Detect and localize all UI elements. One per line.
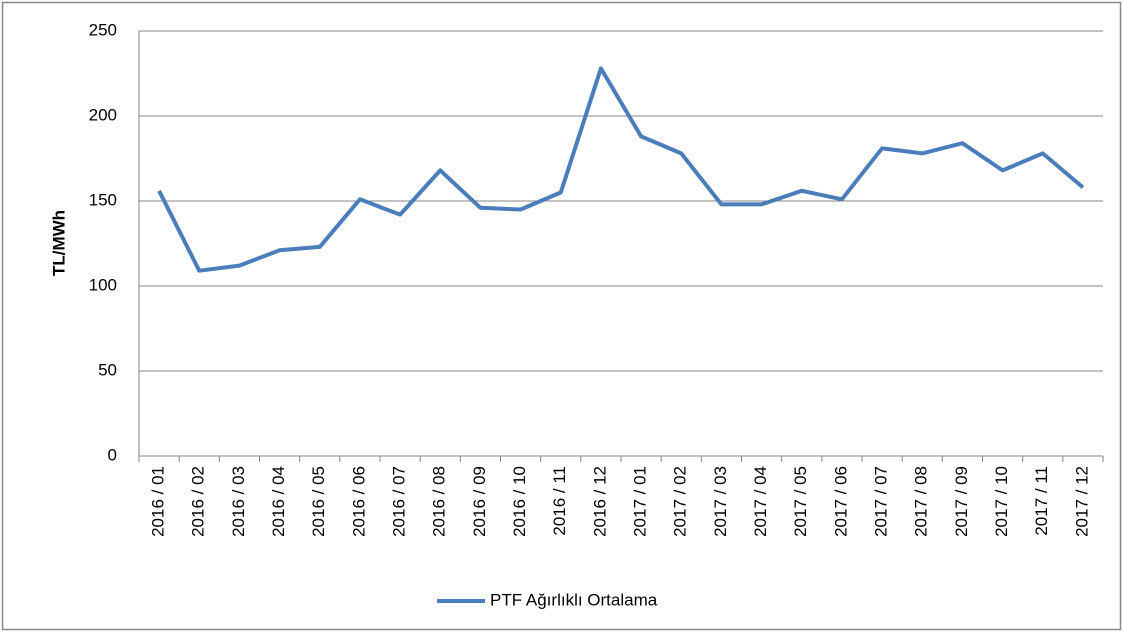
x-tick-label: 2017 / 05	[791, 466, 810, 537]
y-tick-label: 250	[89, 20, 117, 39]
x-tick-label: 2016 / 11	[550, 466, 569, 536]
x-tick-label: 2016 / 10	[510, 466, 529, 537]
x-tick-label: 2017 / 12	[1072, 466, 1091, 537]
x-tick-label: 2017 / 04	[751, 466, 770, 537]
y-tick-label: 100	[89, 275, 117, 294]
x-tick-label: 2016 / 02	[189, 466, 208, 537]
x-tick-label: 2016 / 12	[590, 466, 609, 537]
y-tick-label: 50	[98, 360, 117, 379]
x-tick-label: 2017 / 03	[711, 466, 730, 537]
y-tick-label: 0	[108, 445, 117, 464]
x-tick-label: 2017 / 01	[631, 466, 650, 537]
line-series	[157, 66, 1085, 273]
x-tick-label: 2016 / 07	[390, 466, 409, 537]
x-tick-label: 2016 / 03	[229, 466, 248, 537]
x-tick-label: 2016 / 06	[349, 466, 368, 537]
x-tick-label: 2016 / 01	[149, 466, 168, 537]
x-tick-label: 2017 / 09	[952, 466, 971, 537]
x-tick-label: 2017 / 11	[1032, 466, 1051, 536]
y-axis-label: TL/MWh	[49, 210, 68, 276]
y-tick-label: 200	[89, 105, 117, 124]
x-tick-label: 2017 / 08	[912, 466, 931, 537]
x-tick-label: 2017 / 07	[872, 466, 891, 537]
x-tick-label: 2017 / 02	[671, 466, 690, 537]
x-tick-label: 2016 / 09	[470, 466, 489, 537]
x-tick-label: 2016 / 08	[430, 466, 449, 537]
legend-label: PTF Ağırlıklı Ortalama	[490, 590, 658, 609]
x-tick-label: 2017 / 06	[831, 466, 850, 537]
x-tick-label: 2017 / 10	[992, 466, 1011, 537]
x-tick-label: 2016 / 05	[309, 466, 328, 537]
y-tick-label: 150	[89, 190, 117, 209]
x-tick-label: 2016 / 04	[269, 466, 288, 537]
